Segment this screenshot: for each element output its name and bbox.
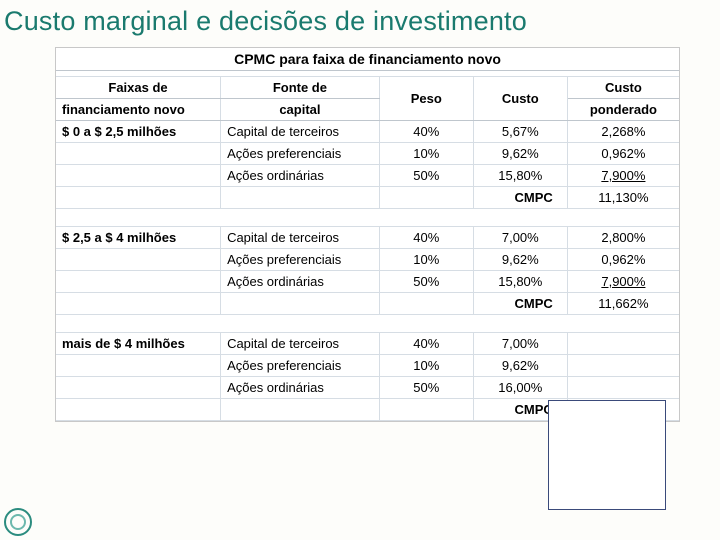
range-cell: mais de $ 4 milhões xyxy=(56,333,221,355)
source-cell: Capital de terceiros xyxy=(221,121,380,143)
table-heading-row: CPMC para faixa de financiamento novo xyxy=(56,48,679,71)
weight-cell: 40% xyxy=(379,121,473,143)
column-header-row-2: financiamento novo capital ponderado xyxy=(56,99,679,121)
pond-cell: 7,900% xyxy=(567,271,679,293)
range-cell: $ 0 a $ 2,5 milhões xyxy=(56,121,221,143)
table-row: $ 2,5 a $ 4 milhões Capital de terceiros… xyxy=(56,227,679,249)
table-spacer-row xyxy=(56,315,679,333)
table-cmpc-row: CMPC 11,130% xyxy=(56,187,679,209)
pond-cell xyxy=(567,333,679,355)
col-range-l2: financiamento novo xyxy=(56,99,221,121)
table-row: $ 0 a $ 2,5 milhões Capital de terceiros… xyxy=(56,121,679,143)
range-cell: $ 2,5 a $ 4 milhões xyxy=(56,227,221,249)
cpmc-table: CPMC para faixa de financiamento novo Fa… xyxy=(56,48,679,421)
pond-cell: 2,800% xyxy=(567,227,679,249)
weight-cell: 10% xyxy=(379,143,473,165)
table-row: Ações preferenciais 10% 9,62% 0,962% xyxy=(56,249,679,271)
weight-cell: 50% xyxy=(379,377,473,399)
source-cell: Ações preferenciais xyxy=(221,355,380,377)
pond-cell: 0,962% xyxy=(567,249,679,271)
source-cell: Capital de terceiros xyxy=(221,333,380,355)
weight-cell: 40% xyxy=(379,333,473,355)
pond-cell xyxy=(567,355,679,377)
weight-cell: 10% xyxy=(379,355,473,377)
cost-cell: 16,00% xyxy=(473,377,567,399)
cmpc-label: CMPC xyxy=(473,293,567,315)
cost-cell: 9,62% xyxy=(473,143,567,165)
cost-cell: 7,00% xyxy=(473,333,567,355)
cmpc-value: 11,662% xyxy=(567,293,679,315)
pond-cell: 2,268% xyxy=(567,121,679,143)
cpmc-table-container: CPMC para faixa de financiamento novo Fa… xyxy=(55,47,680,422)
table-row: Ações ordinárias 50% 15,80% 7,900% xyxy=(56,271,679,293)
table-row: Ações preferenciais 10% 9,62% 0,962% xyxy=(56,143,679,165)
cmpc-value: 11,130% xyxy=(567,187,679,209)
cost-cell: 7,00% xyxy=(473,227,567,249)
cmpc-label: CMPC xyxy=(473,187,567,209)
cost-cell: 5,67% xyxy=(473,121,567,143)
source-cell: Ações ordinárias xyxy=(221,165,380,187)
source-cell: Ações preferenciais xyxy=(221,249,380,271)
cost-cell: 15,80% xyxy=(473,165,567,187)
pond-cell: 0,962% xyxy=(567,143,679,165)
col-pond-l2: ponderado xyxy=(567,99,679,121)
table-row: mais de $ 4 milhões Capital de terceiros… xyxy=(56,333,679,355)
table-row: Ações ordinárias 50% 15,80% 7,900% xyxy=(56,165,679,187)
weight-cell: 40% xyxy=(379,227,473,249)
table-cmpc-row: CMPC 11,662% xyxy=(56,293,679,315)
source-cell: Ações preferenciais xyxy=(221,143,380,165)
redaction-box xyxy=(548,400,666,510)
col-range-l1: Faixas de xyxy=(56,77,221,99)
col-weight: Peso xyxy=(379,77,473,121)
slide-title: Custo marginal e decisões de investiment… xyxy=(0,0,720,47)
cost-cell: 9,62% xyxy=(473,355,567,377)
table-row: Ações ordinárias 50% 16,00% xyxy=(56,377,679,399)
column-header-row-1: Faixas de Fonte de Peso Custo Custo xyxy=(56,77,679,99)
col-cost: Custo xyxy=(473,77,567,121)
weight-cell: 50% xyxy=(379,271,473,293)
table-heading: CPMC para faixa de financiamento novo xyxy=(56,48,679,71)
source-cell: Ações ordinárias xyxy=(221,377,380,399)
col-source-l1: Fonte de xyxy=(221,77,380,99)
source-cell: Capital de terceiros xyxy=(221,227,380,249)
corner-decoration-icon xyxy=(0,498,42,540)
weight-cell: 10% xyxy=(379,249,473,271)
pond-cell: 7,900% xyxy=(567,165,679,187)
pond-cell xyxy=(567,377,679,399)
col-pond-l1: Custo xyxy=(567,77,679,99)
cost-cell: 9,62% xyxy=(473,249,567,271)
col-source-l2: capital xyxy=(221,99,380,121)
table-row: Ações preferenciais 10% 9,62% xyxy=(56,355,679,377)
weight-cell: 50% xyxy=(379,165,473,187)
source-cell: Ações ordinárias xyxy=(221,271,380,293)
table-spacer-row xyxy=(56,209,679,227)
cost-cell: 15,80% xyxy=(473,271,567,293)
